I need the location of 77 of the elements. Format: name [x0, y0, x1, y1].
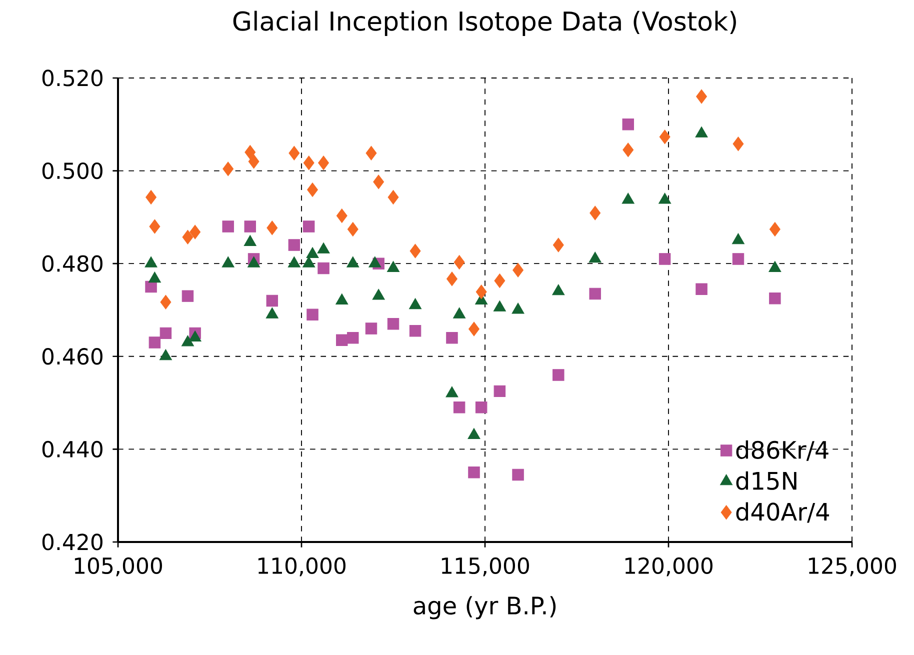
point [244, 145, 256, 160]
point [446, 332, 458, 344]
x-tick-label: 115,000 [442, 557, 529, 576]
point [732, 136, 744, 152]
point [410, 244, 421, 258]
point [366, 146, 377, 160]
point [347, 222, 358, 236]
point [589, 288, 601, 300]
point [336, 208, 348, 223]
legend-label: d86Kr/4 [736, 440, 828, 461]
y-tick-label: 0.440 [42, 440, 102, 458]
point [552, 238, 564, 252]
point [266, 294, 278, 307]
x-tick-label: 110,000 [258, 557, 346, 576]
point [494, 274, 506, 288]
point [306, 308, 318, 320]
point [453, 402, 466, 414]
point [148, 336, 161, 348]
point [222, 162, 234, 176]
point [288, 146, 300, 160]
legend-label: d15N [736, 471, 796, 490]
point [475, 402, 488, 414]
point [658, 253, 671, 265]
point [446, 272, 458, 286]
point [318, 262, 330, 274]
point [512, 262, 524, 278]
y-tick-label: 0.520 [42, 70, 102, 86]
point [307, 182, 318, 198]
point [769, 292, 781, 304]
point [512, 468, 524, 481]
point [266, 220, 278, 236]
x-tick-label: 125,000 [808, 557, 896, 576]
point [182, 230, 194, 244]
point [318, 156, 329, 170]
point [347, 332, 359, 344]
point [303, 156, 314, 170]
y-tick-label: 0.460 [42, 348, 102, 365]
point [145, 280, 157, 293]
point [149, 219, 160, 234]
point [468, 466, 480, 478]
y-tick-label: 0.480 [42, 255, 102, 272]
x-tick-label: 105,000 [74, 557, 162, 576]
point [244, 220, 256, 232]
point [248, 154, 260, 169]
point [476, 284, 487, 300]
legend-label: d40Ar/4 [736, 502, 830, 523]
point [659, 130, 670, 144]
y-tick-label: 0.420 [42, 534, 102, 550]
point [160, 294, 172, 310]
point [365, 322, 378, 334]
point [373, 174, 384, 190]
x-axis-title: age (yr B.P.) [414, 596, 556, 620]
point [409, 325, 422, 337]
point [696, 283, 708, 295]
x-tick-label: 120,000 [625, 557, 712, 576]
y-tick-label: 0.500 [42, 162, 102, 180]
point [590, 206, 601, 220]
point [732, 253, 744, 265]
point [336, 334, 348, 346]
point [696, 89, 707, 104]
point [160, 327, 172, 340]
point [552, 369, 564, 381]
point [182, 290, 194, 302]
point [387, 318, 400, 330]
chart-title: Glacial Inception Isotope Data (Vostok) [233, 10, 736, 36]
point [769, 222, 780, 236]
point [622, 142, 634, 158]
point [388, 190, 399, 204]
point [468, 322, 480, 336]
point [190, 224, 201, 240]
point [302, 220, 315, 232]
point [494, 385, 506, 398]
point [622, 118, 634, 130]
point [454, 254, 465, 270]
point [288, 239, 300, 251]
point [222, 220, 234, 232]
point [146, 190, 157, 204]
